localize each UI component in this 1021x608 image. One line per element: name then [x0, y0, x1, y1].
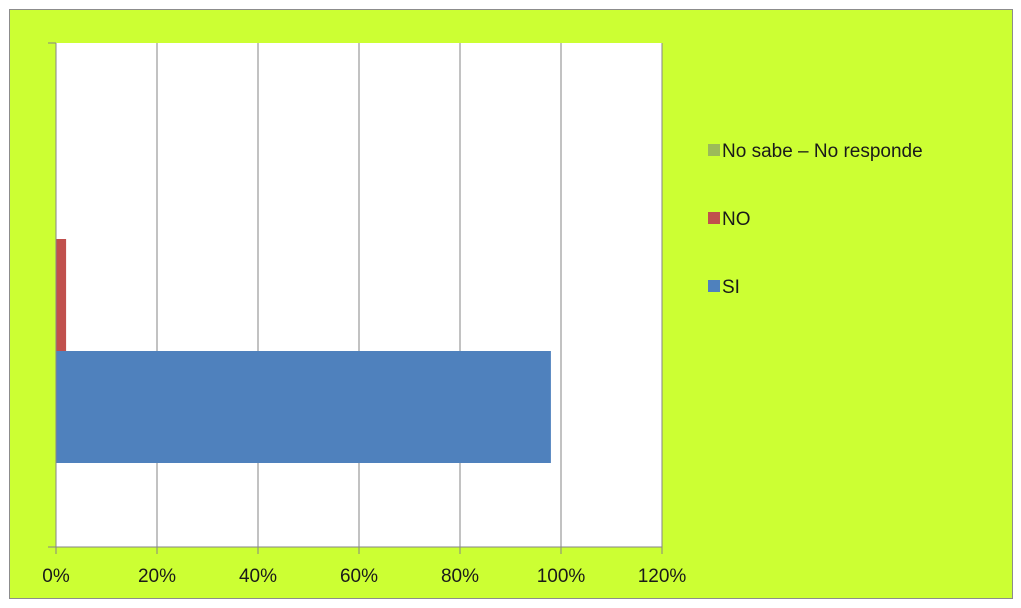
x-tick-label-4: 80% — [441, 566, 479, 587]
legend: No sabe – No responde NO SI — [708, 141, 923, 298]
bar-si — [56, 351, 551, 463]
legend-swatch-si — [708, 280, 720, 292]
legend-label-si: SI — [722, 277, 740, 298]
x-tick-label-5: 100% — [537, 566, 586, 587]
x-tick-label-6: 120% — [638, 566, 687, 587]
x-tick-label-0: 0% — [42, 566, 70, 587]
legend-label-no: NO — [722, 209, 751, 230]
legend-swatch-no — [708, 212, 720, 224]
bar-no — [56, 239, 67, 351]
chart-area: 0% 20% 40% 60% 80% 100% 120% No sabe – No resp… — [9, 9, 1013, 599]
axes — [48, 42, 663, 554]
x-tick-labels: 0% 20% 40% 60% 80% 100% 120% — [42, 566, 686, 587]
x-tick-label-3: 60% — [340, 566, 378, 587]
gridlines — [156, 43, 663, 547]
legend-label-no-sabe-no-responde: No sabe – No responde — [722, 141, 923, 162]
legend-swatch-no-sabe-no-responde — [708, 144, 720, 156]
chart-svg: 0% 20% 40% 60% 80% 100% 120% No sabe – No resp… — [42, 42, 923, 587]
x-tick-label-1: 20% — [138, 566, 176, 587]
x-tick-label-2: 40% — [239, 566, 277, 587]
bars — [56, 239, 551, 463]
